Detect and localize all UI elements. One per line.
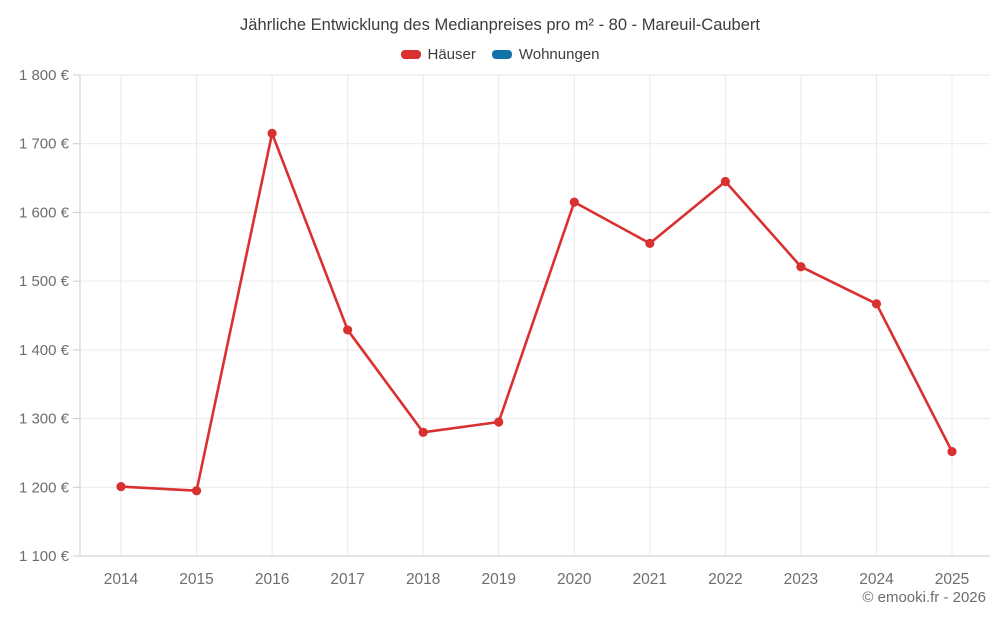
data-point bbox=[720, 176, 730, 187]
data-point bbox=[871, 299, 882, 309]
data-point bbox=[796, 262, 806, 272]
data-point bbox=[343, 325, 353, 335]
x-axis-label: 2024 bbox=[859, 571, 894, 588]
legend-item-haeuser[interactable]: Häuser bbox=[400, 46, 476, 63]
legend-label-wohnungen: Wohnungen bbox=[518, 46, 600, 63]
y-axis-label: 1 100 € bbox=[19, 548, 70, 565]
x-axis-label: 2016 bbox=[255, 571, 289, 588]
x-axis-label: 2023 bbox=[784, 571, 818, 588]
y-axis-label: 1 300 € bbox=[19, 411, 70, 428]
data-point bbox=[267, 128, 277, 139]
data-point bbox=[494, 417, 504, 427]
x-axis-label: 2020 bbox=[557, 571, 592, 588]
y-axis-label: 1 800 € bbox=[19, 67, 70, 84]
y-axis-label: 1 600 € bbox=[19, 204, 70, 221]
y-axis-label: 1 200 € bbox=[19, 479, 70, 496]
legend-swatch-wohnungen bbox=[491, 50, 512, 59]
data-point bbox=[947, 446, 957, 457]
copyright-text: © emooki.fr - 2026 bbox=[862, 589, 986, 606]
chart-legend: Häuser Wohnungen bbox=[0, 46, 1000, 63]
chart-title: Jährliche Entwicklung des Medianpreises … bbox=[240, 16, 760, 34]
x-axis-label: 2015 bbox=[179, 571, 213, 588]
data-point bbox=[645, 238, 655, 248]
series-line bbox=[119, 132, 954, 493]
legend-swatch-haeuser bbox=[400, 50, 421, 59]
x-axis-label: 2018 bbox=[406, 571, 440, 588]
y-axis-label: 1 400 € bbox=[19, 342, 70, 359]
data-point bbox=[116, 481, 126, 492]
x-axis-label: 2017 bbox=[330, 571, 364, 588]
y-axis-label: 1 700 € bbox=[19, 136, 70, 153]
x-axis-label: 2021 bbox=[633, 571, 667, 588]
x-axis-label: 2019 bbox=[481, 571, 515, 588]
data-point bbox=[569, 197, 579, 207]
legend-item-wohnungen[interactable]: Wohnungen bbox=[491, 46, 600, 63]
data-point bbox=[191, 486, 202, 496]
x-axis-label: 2014 bbox=[104, 571, 139, 588]
x-axis-label: 2022 bbox=[708, 571, 742, 588]
y-axis-label: 1 500 € bbox=[19, 273, 70, 290]
data-point bbox=[418, 427, 428, 437]
legend-label-haeuser: Häuser bbox=[427, 46, 476, 63]
x-axis-label: 2025 bbox=[935, 571, 969, 588]
